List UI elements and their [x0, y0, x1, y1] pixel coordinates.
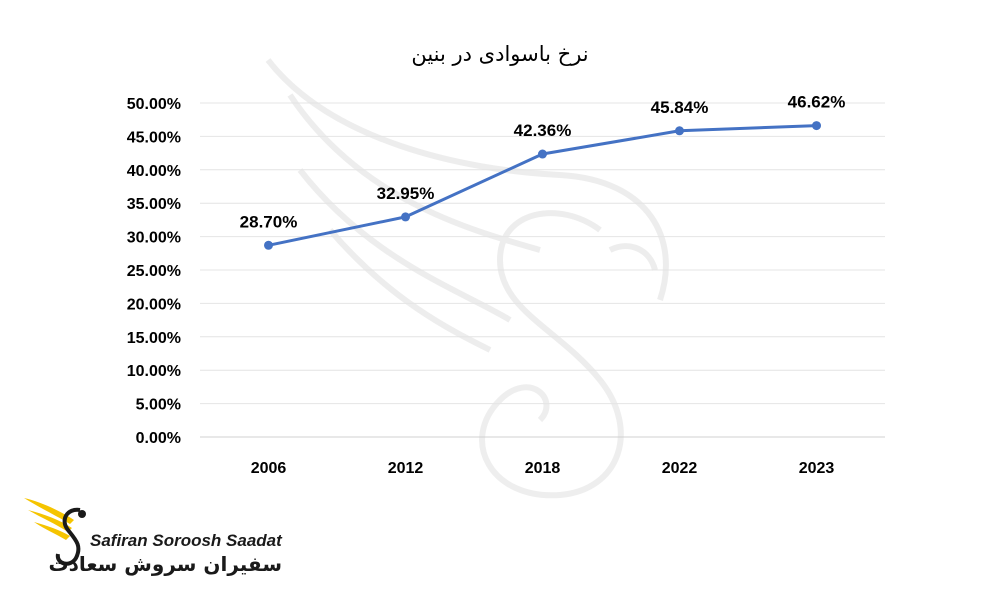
chart-title: نرخ باسوادی در بنین: [411, 42, 589, 66]
brand-logo-icon: [24, 498, 86, 566]
data-labels: 28.70% 32.95% 42.36% 45.84% 46.62%: [240, 93, 846, 232]
y-tick-label: 50.00%: [127, 96, 181, 113]
y-tick-label: 10.00%: [127, 363, 181, 380]
y-tick-label: 30.00%: [127, 230, 181, 247]
y-tick-label: 40.00%: [127, 163, 181, 180]
bird-watermark-icon: [265, 58, 669, 499]
data-label: 32.95%: [377, 184, 435, 203]
data-label: 46.62%: [788, 93, 846, 112]
x-tick-label: 2012: [388, 460, 424, 477]
series-points: [264, 121, 821, 250]
x-tick-label: 2006: [251, 460, 287, 477]
x-tick-label: 2023: [799, 460, 835, 477]
y-tick-label: 15.00%: [127, 330, 181, 347]
x-tick-label: 2018: [525, 460, 561, 477]
x-axis-ticks: 2006 2012 2018 2022 2023: [251, 460, 835, 477]
x-tick-label: 2022: [662, 460, 698, 477]
y-tick-label: 5.00%: [136, 397, 181, 414]
y-axis-ticks: 0.00% 5.00% 10.00% 15.00% 20.00% 25.00% 30.00%…: [127, 96, 181, 447]
brand-name-english: Safiran Soroosh Saadat: [90, 531, 282, 550]
data-point: [264, 240, 273, 250]
y-tick-label: 35.00%: [127, 196, 181, 213]
series-line-path: [268, 124, 817, 247]
data-point: [401, 212, 410, 222]
y-tick-label: 45.00%: [127, 129, 181, 146]
gridlines: [200, 102, 885, 438]
y-tick-label: 0.00%: [136, 430, 181, 447]
data-point: [812, 121, 821, 131]
data-point: [675, 126, 684, 136]
series-line: [268, 124, 817, 247]
y-tick-label: 20.00%: [127, 296, 181, 313]
data-label: 45.84%: [651, 98, 709, 117]
y-tick-label: 25.00%: [127, 263, 181, 280]
data-label: 42.36%: [514, 121, 572, 140]
data-point: [538, 149, 547, 159]
brand-name-persian: سفیران سروش سعادت: [48, 552, 283, 576]
data-label: 28.70%: [240, 212, 298, 231]
